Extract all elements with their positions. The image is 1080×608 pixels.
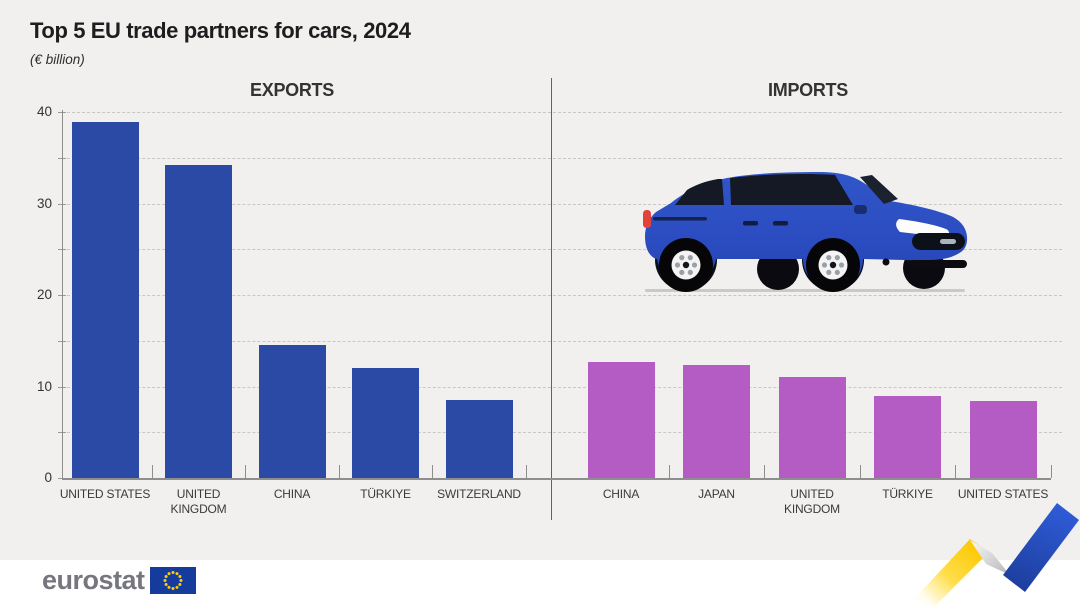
category-boundary-tick bbox=[955, 465, 957, 478]
import-bar-china bbox=[587, 361, 655, 478]
category-label: TÜRKIYE bbox=[882, 487, 933, 501]
category-boundary-tick bbox=[151, 465, 153, 478]
export-bar-türkiye bbox=[352, 368, 419, 478]
import-bar-united-states bbox=[969, 401, 1037, 478]
eu-flag-icon bbox=[149, 567, 196, 594]
y-axis bbox=[62, 110, 63, 478]
section-label-imports: IMPORTS bbox=[768, 80, 848, 100]
category-boundary-tick bbox=[432, 465, 434, 478]
export-bar-united-states bbox=[71, 122, 139, 478]
import-bar-united-kingdom bbox=[778, 377, 846, 478]
page-subtitle: (€ billion) bbox=[30, 52, 85, 67]
gridline bbox=[62, 249, 1062, 251]
y-tick-label: 0 bbox=[44, 470, 52, 485]
eurostat-logo-text: eurostat bbox=[42, 565, 145, 595]
zigzag-ribbon-icon bbox=[915, 503, 1079, 608]
export-bar-switzerland bbox=[445, 400, 513, 478]
gridline bbox=[62, 203, 1062, 205]
category-boundary-tick bbox=[764, 465, 766, 478]
category-boundary-tick bbox=[1050, 465, 1052, 478]
y-tick-label: 10 bbox=[36, 378, 52, 394]
import-bar-türkiye bbox=[874, 395, 941, 478]
import-bar-japan bbox=[683, 365, 750, 478]
gridline bbox=[62, 340, 1062, 342]
car-illustration bbox=[643, 157, 977, 302]
category-label: CHINA bbox=[273, 487, 311, 501]
category-label: UNITED STATES bbox=[957, 487, 1049, 501]
category-boundary-tick bbox=[668, 465, 670, 478]
category-label: UNITED KINGDOM bbox=[170, 487, 227, 516]
category-label: TÜRKIYE bbox=[360, 487, 411, 501]
ribbon-decoration bbox=[905, 495, 1080, 608]
category-boundary-tick bbox=[338, 465, 340, 478]
y-tick-label: 30 bbox=[36, 195, 52, 211]
category-label: UNITED STATES bbox=[59, 487, 151, 501]
page-title: Top 5 EU trade partners for cars, 2024 bbox=[30, 18, 411, 43]
export-bar-china bbox=[258, 345, 326, 478]
y-tick-label: 20 bbox=[36, 287, 52, 302]
category-label: UNITED KINGDOM bbox=[784, 487, 840, 516]
category-boundary-tick bbox=[245, 465, 247, 478]
section-divider bbox=[551, 78, 552, 520]
category-boundary-tick bbox=[859, 465, 861, 478]
eurostat-logo: eurostat bbox=[42, 565, 196, 596]
gridline bbox=[62, 432, 1062, 434]
category-label: CHINA bbox=[602, 487, 640, 501]
gridline bbox=[62, 157, 1062, 159]
category-label: SWITZERLAND bbox=[437, 487, 521, 501]
gridline bbox=[62, 112, 1062, 113]
x-axis-baseline bbox=[62, 478, 1051, 480]
section-label-exports: EXPORTS bbox=[250, 80, 334, 100]
export-bar-united-kingdom bbox=[165, 165, 232, 478]
gridline bbox=[62, 386, 1062, 388]
gridline bbox=[62, 295, 1062, 296]
category-label: JAPAN bbox=[698, 487, 735, 501]
car-icon bbox=[643, 172, 968, 292]
y-tick-label: 40 bbox=[36, 104, 52, 119]
category-boundary-tick bbox=[525, 465, 527, 478]
